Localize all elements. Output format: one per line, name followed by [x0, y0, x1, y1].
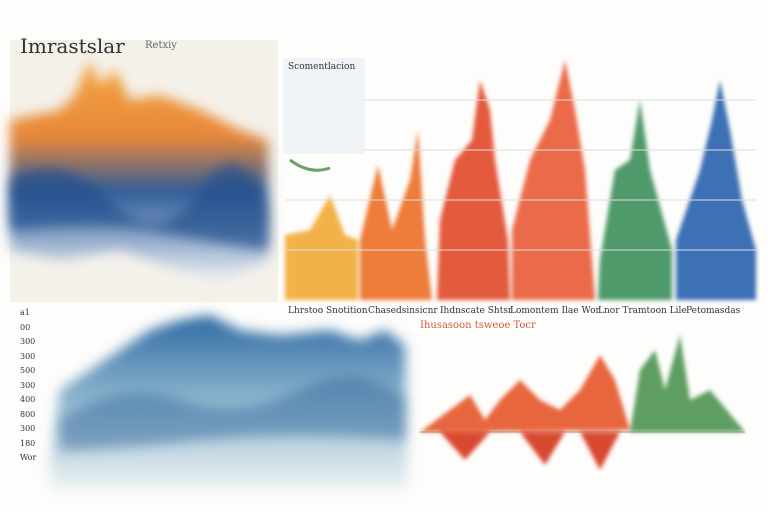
bar-label: Lnor Tramtoon Lile — [598, 306, 687, 316]
axis-label: 400 — [20, 395, 36, 404]
axis-label: 300 — [20, 351, 36, 361]
bar-label: Lhrstoo Snotition — [288, 306, 368, 316]
wash — [60, 377, 405, 450]
axis-label: 180 — [20, 438, 36, 448]
bar-label: Chasedsinsicnr — [368, 306, 438, 316]
arrow — [289, 158, 331, 172]
wash — [10, 164, 268, 250]
bar-label: Lomontem Ilae Wor — [510, 306, 600, 316]
legend-box — [283, 58, 365, 154]
legend-title: Scomentlacion — [288, 62, 356, 72]
bar-label: Ihdnscate Shtsr — [440, 306, 513, 316]
axis-label: 300 — [20, 337, 36, 346]
waves — [420, 335, 745, 470]
title: Imrastslar — [20, 34, 125, 58]
axis-label: 500 — [20, 366, 36, 375]
axis-label: 300 — [20, 380, 36, 390]
tag: Retxiy — [145, 40, 177, 51]
axis-label: 300 — [20, 424, 36, 433]
axis-label: a1 — [20, 308, 30, 317]
axis-label: Wor — [20, 453, 37, 462]
subtitle: Ihusasoon tsweoe Tocr — [420, 320, 536, 331]
bar-label: Petomasdas — [686, 306, 741, 316]
wash — [50, 315, 408, 490]
axis-label: 00 — [20, 322, 31, 332]
axis-label: 800 — [20, 409, 36, 419]
